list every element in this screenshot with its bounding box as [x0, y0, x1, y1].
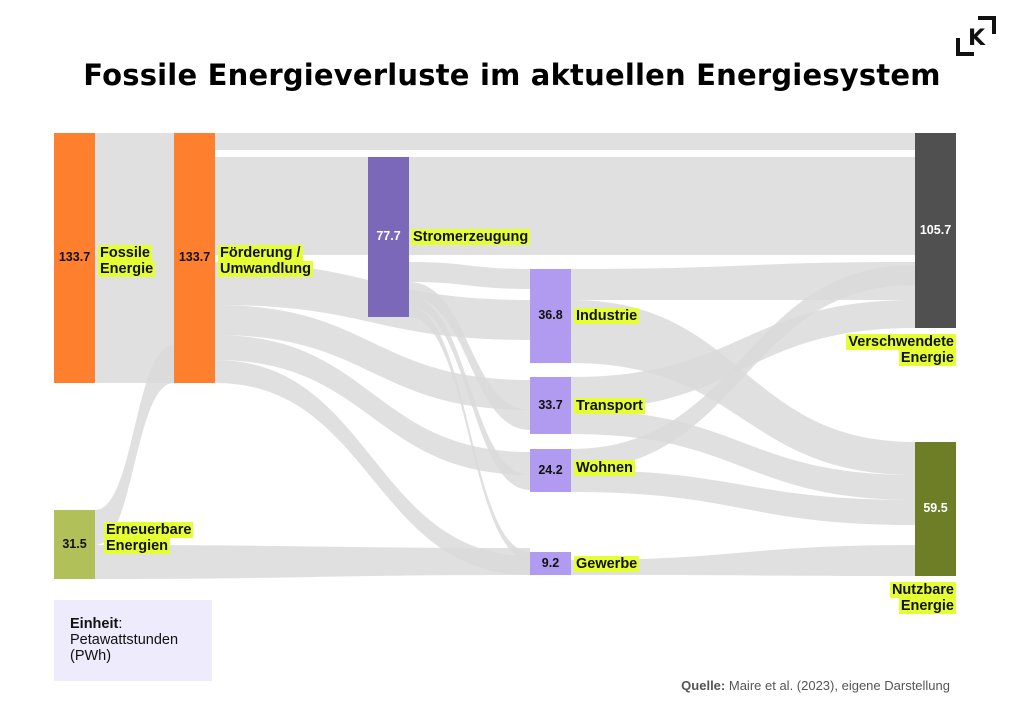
node-transport: [530, 377, 571, 434]
label-wohnen-line-1: Wohnen: [574, 460, 635, 476]
label-foerderung: Förderung / Umwandlung: [218, 245, 314, 277]
flow-foerderung-gewerbe: [215, 360, 530, 575]
flow-strom-industrie: [409, 262, 530, 289]
flow-wohnen-nutzbar: [571, 470, 915, 525]
flow-wohnen-verschwendet: [571, 265, 915, 470]
chart-title: Fossile Energieverluste im aktuellen Ene…: [83, 58, 941, 92]
unit-line-2: (PWh): [70, 648, 112, 664]
label-fossile: Fossile Energie: [98, 245, 156, 277]
label-transport: Transport: [574, 398, 645, 414]
label-verschwendet-line-2: Energie: [898, 350, 956, 366]
flow-strom-verschwendet: [409, 157, 915, 255]
value-transport: 33.7: [538, 397, 563, 412]
k-logo-icon: K: [956, 16, 996, 56]
label-verschwendet: Verschwendete Energie: [846, 334, 956, 366]
value-industrie: 36.8: [538, 308, 563, 322]
flow-strom-wohnen: [409, 297, 530, 490]
label-nutzbar-line-1: Nutzbare: [889, 582, 956, 598]
node-strom: [368, 157, 409, 317]
label-industrie: Industrie: [574, 308, 640, 324]
label-strom: Stromerzeugung: [411, 229, 531, 245]
flow-erneuerbare-gewerbe: [95, 545, 530, 579]
label-erneuerbare: Erneuerbare Energien: [104, 522, 194, 554]
flow-foerderung-transport: [215, 305, 530, 410]
label-nutzbar-line-2: Energie: [898, 598, 956, 614]
label-foerderung-line-1: Förderung /: [218, 245, 303, 261]
flow-gewerbe-nutzbar: [571, 545, 915, 576]
label-industrie-line-1: Industrie: [574, 308, 640, 324]
value-foerderung: 133.7: [178, 250, 211, 264]
flows-layer: [95, 133, 915, 579]
flow-foerderung-verschwendet: [215, 133, 915, 150]
label-verschwendet-line-1: Verschwendete: [846, 334, 956, 350]
node-nutzbar: [915, 442, 956, 576]
node-foerderung: [174, 133, 215, 383]
node-verschwendet: [915, 133, 956, 328]
value-wohnen: 24.2: [538, 462, 563, 477]
label-strom-line-1: Stromerzeugung: [411, 229, 531, 245]
node-gewerbe: [530, 552, 571, 575]
value-strom: 77.7: [376, 229, 401, 243]
value-nutzbar: 59.5: [923, 501, 948, 515]
value-fossile: 133.7: [58, 250, 91, 264]
flow-strom-gewerbe: [409, 307, 530, 560]
label-gewerbe: Gewerbe: [574, 556, 640, 572]
flow-erneuerbare-foerderung: [95, 345, 174, 545]
node-wohnen: [530, 449, 571, 492]
unit-line-1: Petawattstunden: [70, 632, 179, 648]
node-fossile: [54, 133, 95, 383]
flow-transport-verschwendet: [571, 300, 915, 410]
source-note: Quelle: Maire et al. (2023), eigene Dars…: [681, 678, 950, 693]
label-transport-line-1: Transport: [574, 398, 645, 414]
flow-foerderung-strom: [215, 157, 368, 255]
label-foerderung-line-2: Umwandlung: [218, 261, 314, 277]
flow-industrie-nutzbar: [571, 300, 915, 475]
nodes-layer: [54, 133, 956, 579]
label-gewerbe-line-1: Gewerbe: [574, 556, 640, 572]
node-industrie: [530, 269, 571, 363]
value-erneuerbare: 31.5: [62, 536, 87, 551]
value-gewerbe: 9.2: [541, 555, 560, 570]
label-fossile-line-1: Fossile: [98, 245, 152, 261]
unit-colon: :: [118, 616, 123, 632]
source-text: Maire et al. (2023), eigene Darstellung: [728, 678, 950, 693]
unit-legend-box: Einheit: Petawattstunden (PWh): [54, 600, 212, 681]
label-nutzbar: Nutzbare Energie: [889, 582, 956, 614]
unit-label: Einheit: [70, 616, 119, 632]
label-wohnen: Wohnen: [574, 460, 635, 476]
node-erneuerbare: [54, 510, 95, 579]
source-label: Quelle:: [681, 678, 726, 693]
svg-text:K: K: [968, 26, 986, 51]
label-fossile-line-2: Energie: [98, 261, 156, 277]
flow-foerderung-wohnen: [215, 335, 530, 475]
value-verschwendet: 105.7: [919, 222, 952, 237]
label-erneuerbare-line-1: Erneuerbare: [104, 522, 194, 538]
label-erneuerbare-line-2: Energien: [104, 538, 171, 554]
flow-strom-transport: [409, 282, 530, 430]
